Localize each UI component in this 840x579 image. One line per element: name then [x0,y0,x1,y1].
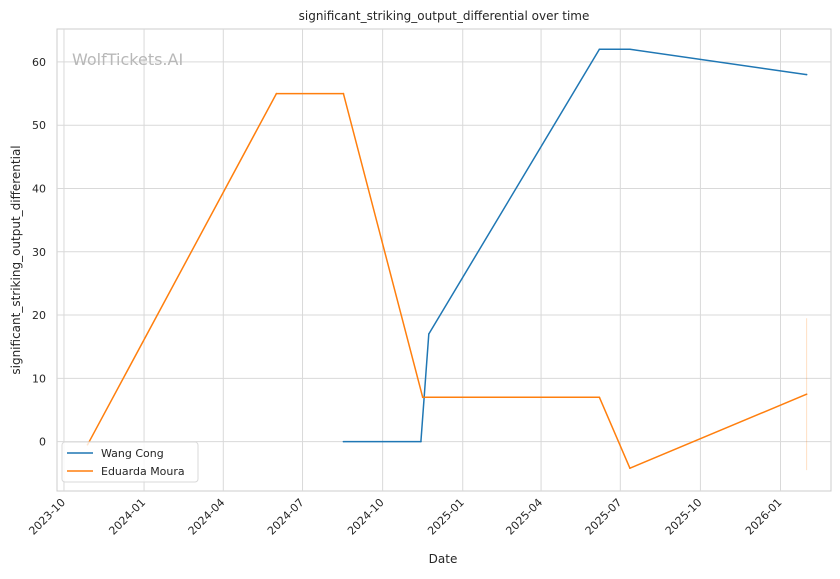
data-point-wang-cong [342,440,345,443]
legend-label-wang-cong: Wang Cong [101,447,164,460]
legend-box [61,441,199,483]
data-point-wang-cong [805,73,808,76]
data-point-wang-cong [420,440,422,443]
y-axis-label: significant_striking_output_differential [9,145,23,374]
x-axis-ticks: 2023-10 2024-01 2024-04 2024-07 2024-10 2025-… [26,496,784,538]
x-tick-label: 2023-10 [26,496,68,538]
x-axis-label: Date [429,552,458,566]
y-tick-label: 20 [32,309,46,322]
x-tick-label: 2024-04 [186,496,228,538]
x-tick-label: 2025-07 [583,496,625,538]
x-tick-label: 2025-01 [425,496,467,538]
series-line-wang-cong [343,48,807,443]
x-tick-label: 2025-04 [504,496,546,538]
x-tick-label: 2024-07 [265,496,307,538]
x-tick-label: 2024-10 [345,496,387,538]
data-point-eduarda-moura [421,396,424,399]
y-tick-label: 30 [32,246,46,259]
y-tick-label: 40 [32,182,46,195]
grid [57,29,831,491]
data-point-eduarda-moura [275,92,278,95]
x-tick-label: 2026-01 [743,496,785,538]
y-tick-label: 50 [32,119,46,132]
y-axis-ticks: 0 10 20 30 40 50 60 [32,56,46,449]
chart-title: significant_striking_output_differential… [299,9,590,23]
data-point-wang-cong [629,48,631,51]
y-tick-label: 0 [39,436,46,449]
watermark: WolfTickets.AI [72,50,183,69]
y-tick-label: 10 [32,372,46,385]
data-point-eduarda-moura [805,393,808,395]
data-point-eduarda-moura [342,92,345,95]
data-point-eduarda-moura [629,467,631,470]
data-point-eduarda-moura [598,396,601,399]
series-layer [86,48,808,471]
data-point-wang-cong [598,48,601,51]
y-tick-label: 60 [32,56,46,69]
data-point-wang-cong [427,333,430,335]
plot-area [56,28,832,492]
legend: Wang Cong Eduarda Moura [61,441,199,483]
legend-label-eduarda-moura: Eduarda Moura [101,465,185,478]
x-tick-label: 2025-10 [663,496,705,538]
x-tick-label: 2024-01 [106,496,148,538]
